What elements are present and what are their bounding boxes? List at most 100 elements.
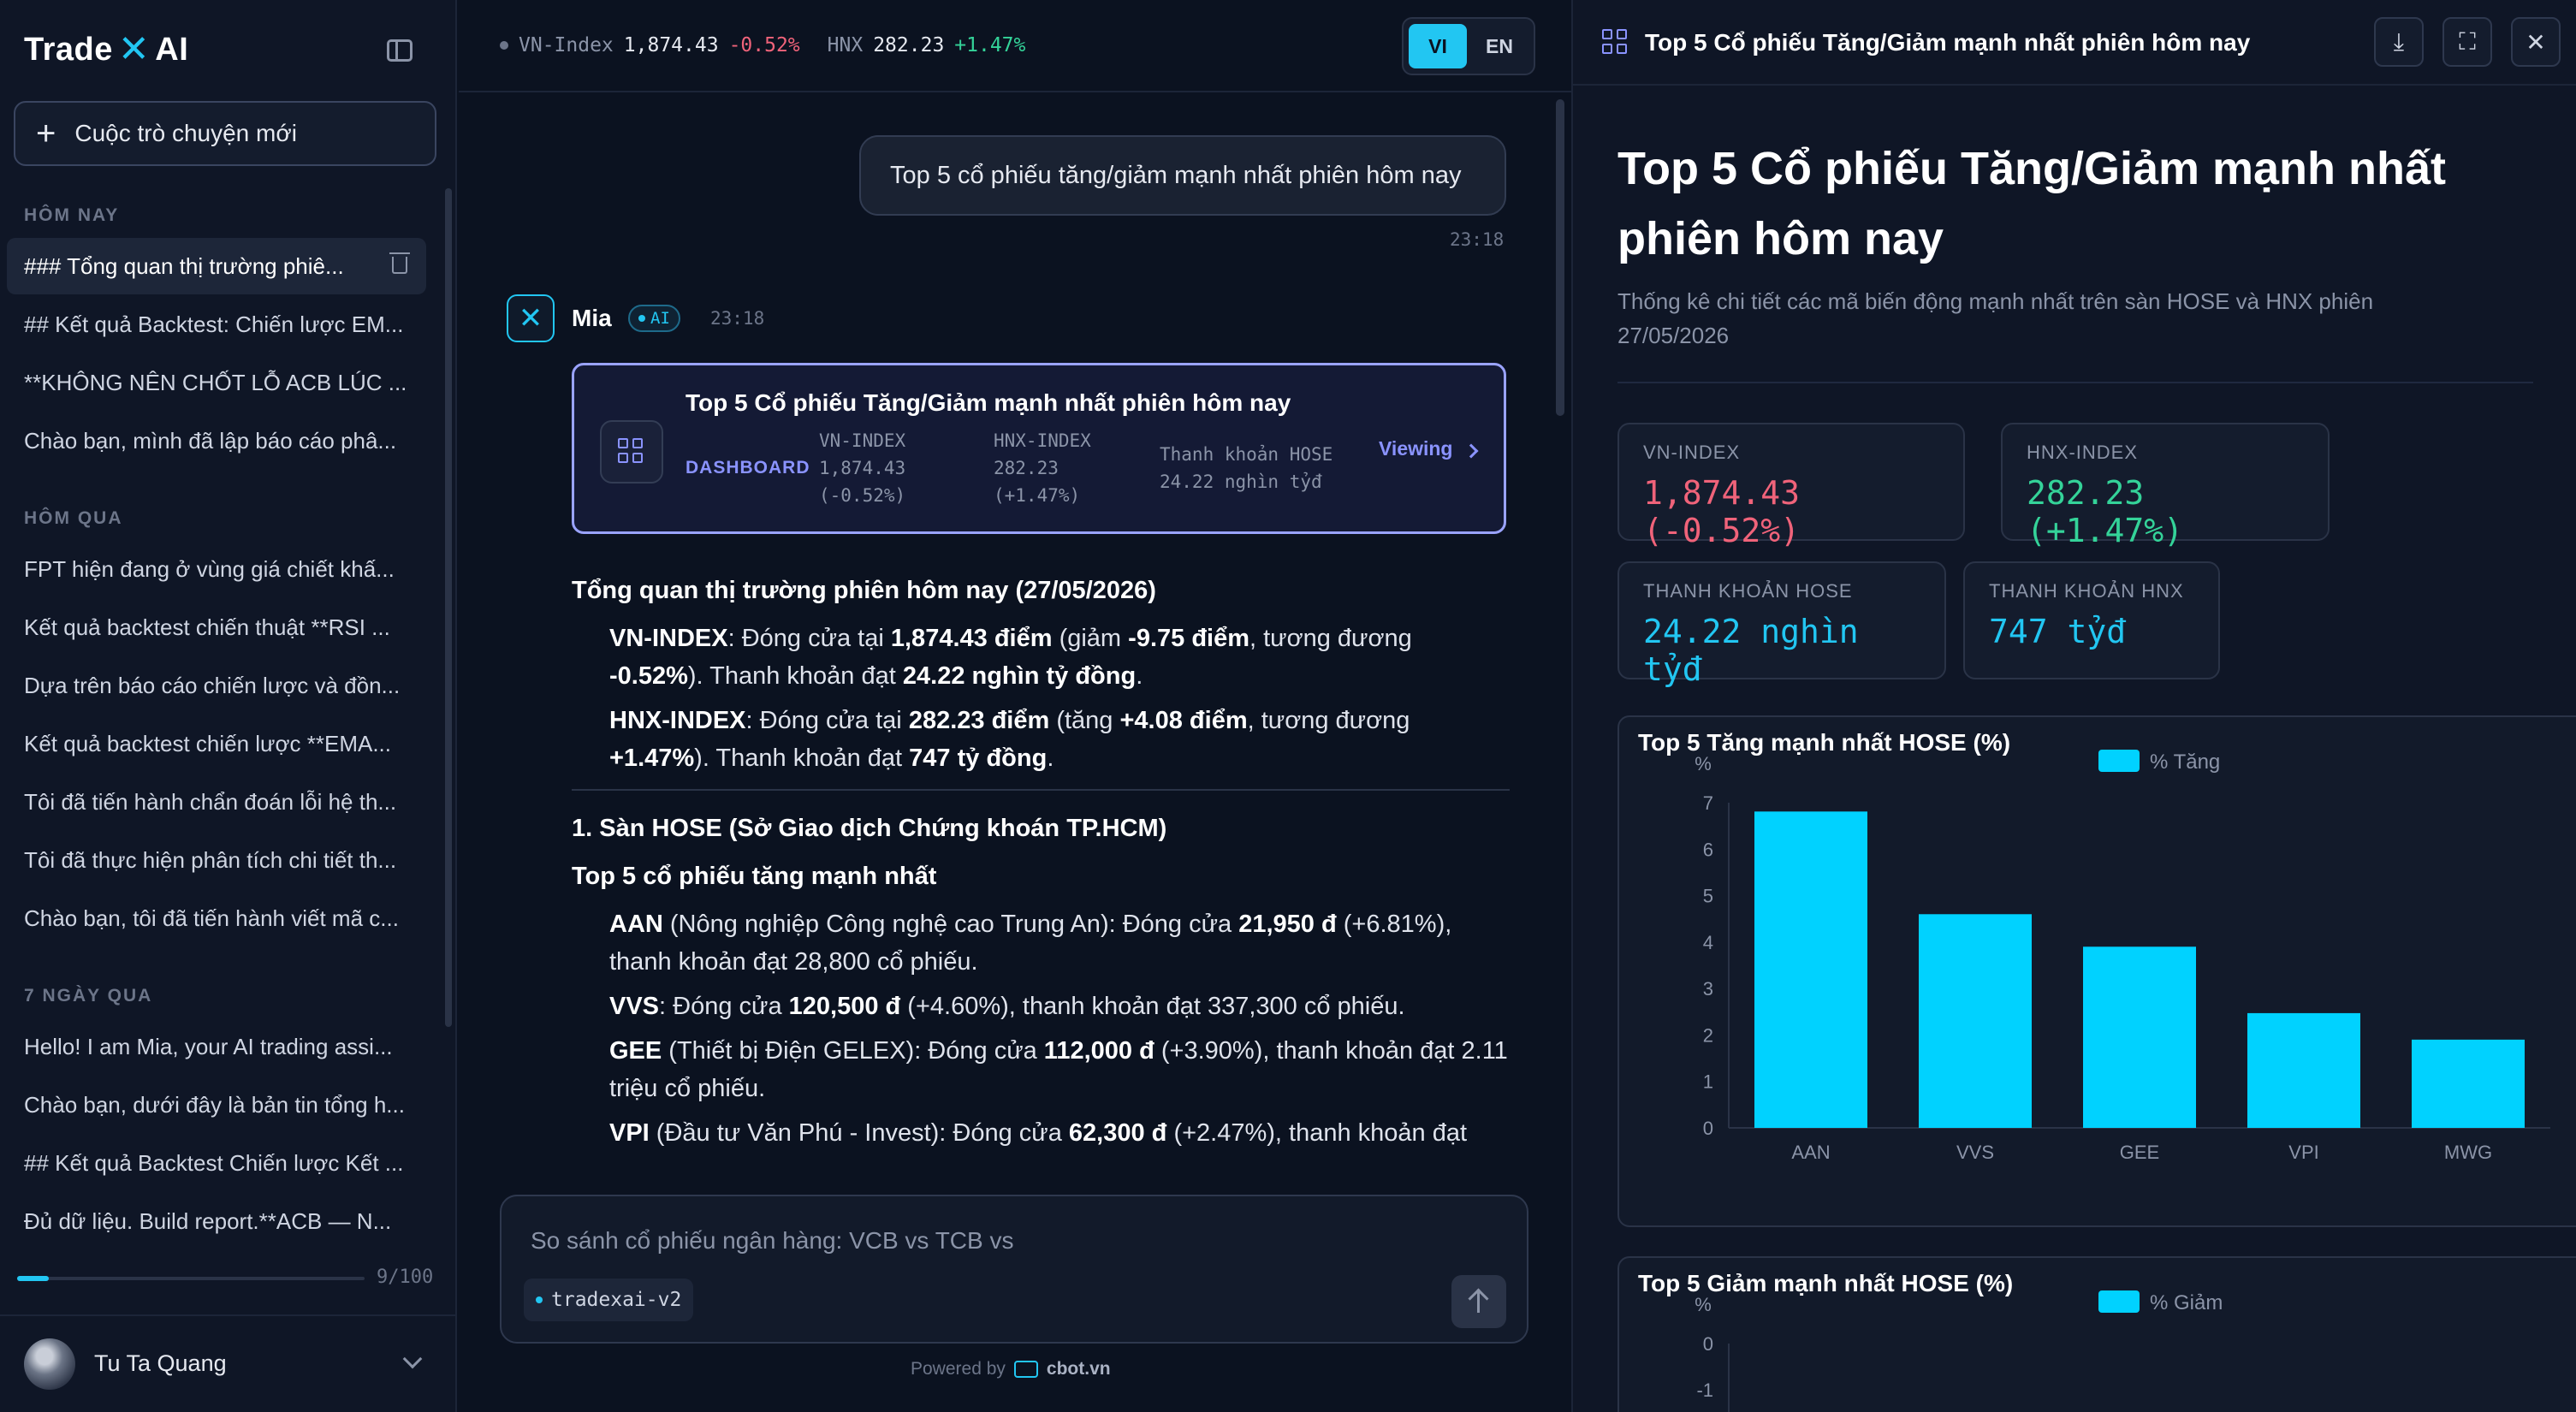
history-item[interactable]: Hello! I am Mia, your AI trading assi... [7,1018,426,1075]
powered-by-brand[interactable]: cbot.vn [1046,1359,1111,1379]
md-paragraph-hnxindex: HNX-INDEX: Đóng cửa tại 282.23 điểm (tăn… [609,707,1410,772]
report-subtitle: Thống kê chi tiết các mã biến động mạnh … [1617,288,2374,348]
history-item[interactable]: Kết quả backtest chiến lược **EMA... [7,715,426,772]
history-item[interactable]: Chào bạn, mình đã lập báo cáo phâ... [7,412,426,469]
md-list-item: VPI (Đầu tư Văn Phú - Invest): Đóng cửa … [609,1119,1468,1147]
dashboard-card[interactable]: Top 5 Cổ phiếu Tăng/Giảm mạnh nhất phiên… [572,363,1506,534]
bot-message-time: 23:18 [710,308,765,329]
card-metric-change: (-0.52%) [819,485,906,506]
md-list-item: VVS: Đóng cửa 120,500 đ (+4.60%), thanh … [609,993,1405,1020]
history-item[interactable]: Kết quả backtest chiến thuật **RSI ... [7,599,426,656]
ticker-hnx-label: HNX [827,34,864,56]
stat-card-liquidity-hnx: THANH KHOẢN HNX 747 tỷđ [1963,561,2220,679]
legend-label: % Tăng [2150,750,2220,774]
y-tick-label: 3 [1703,978,1713,1000]
y-tick-label: 0 [1703,1333,1713,1355]
stat-value: 747 tỷđ [1989,613,2127,650]
user-menu[interactable]: Tu Ta Quang [0,1314,457,1412]
history-item[interactable]: Tôi đã tiến hành chẩn đoán lỗi hệ th... [7,774,426,830]
stat-label: HNX-INDEX [2027,442,2139,463]
chat-scrollbar[interactable] [1556,99,1564,416]
bot-name: Mia [572,305,612,331]
app-logo[interactable]: Trade ✕ AI [24,31,188,68]
card-metric-hnx: HNX-INDEX 282.23 (+1.47%) [994,427,1091,509]
y-tick-label: 4 [1703,932,1713,953]
dashboard-card-title: Top 5 Cổ phiếu Tăng/Giảm mạnh nhất phiên… [686,389,1291,416]
download-icon: ⤓ [2393,27,2405,55]
logo-text-right: AI [155,31,189,68]
stat-label: VN-INDEX [1643,442,1741,463]
trash-icon[interactable] [389,252,410,274]
x-tick-label: VVS [1956,1142,1994,1163]
history-item-label: Tôi đã tiến hành chẩn đoán lỗi hệ th... [24,788,397,815]
history-item[interactable]: Tôi đã thực hiện phân tích chi tiết th..… [7,832,426,888]
send-button[interactable] [1451,1275,1506,1328]
stat-label: THANH KHOẢN HNX [1989,580,2184,602]
logo-x-icon: ✕ [117,28,151,70]
card-metric-liquidity: Thanh khoản HOSE 24.22 nghìn tỷđ [1160,441,1333,495]
model-dot-icon [536,1296,543,1303]
fullscreen-button[interactable]: ⛶ [2442,17,2492,67]
bar-vpi [2247,1012,2360,1128]
md-list-item: GEE (Thiết bị Điện GELEX): Đóng cửa 112,… [609,1037,1508,1102]
lang-vi-button[interactable]: VI [1409,24,1467,68]
history-item[interactable]: Dựa trên báo cáo chiến lược và đồn... [7,657,426,714]
chevron-right-icon [1463,443,1479,459]
section-title-yesterday: HÔM QUA [24,508,123,528]
card-metric-label: VN-INDEX [819,430,906,451]
viewing-link[interactable]: Viewing [1379,437,1453,460]
x-tick-label: MWG [2444,1142,2492,1163]
download-button[interactable]: ⤓ [2374,17,2424,67]
y-axis-label: % [1695,753,1712,774]
section-title-today: HÔM NAY [24,205,120,225]
history-item-label: ## Kết quả Backtest: Chiến lược EM... [24,311,404,337]
expand-icon: ⛶ [2459,27,2476,55]
new-chat-label: Cuộc trò chuyện mới [74,120,297,146]
badge-dot-icon [638,315,645,322]
chart-title: Top 5 Tăng mạnh nhất HOSE (%) [1638,729,2011,756]
ticker-vn-value: 1,874.43 [623,34,719,56]
section-title-7days: 7 NGÀY QUA [24,986,153,1006]
panel-header-title: Top 5 Cổ phiếu Tăng/Giảm mạnh nhất phiên… [1645,29,2251,56]
card-metric-vn: VN-INDEX 1,874.43 (-0.52%) [819,427,905,509]
history-item-label: Đủ dữ liệu. Build report.**ACB — N... [24,1207,392,1234]
dashboard-grid-icon [600,420,663,484]
history-item[interactable]: Đủ dữ liệu. Build report.**ACB — N... [7,1193,426,1249]
chat-input[interactable]: So sánh cổ phiếu ngân hàng: VCB vs TCB v… [531,1227,1014,1254]
history-item-label: Kết quả backtest chiến lược **EMA... [24,730,391,756]
bot-avatar-icon: ✕ [507,294,555,342]
quota-bar [17,1277,365,1280]
panel-header: Top 5 Cổ phiếu Tăng/Giảm mạnh nhất phiên… [1573,0,2576,86]
y-tick-label: 1 [1703,1071,1713,1093]
chevron-down-icon [402,1349,423,1369]
close-icon: ✕ [2526,28,2546,56]
chart-card-losers: Top 5 Giảm mạnh nhất HOSE (%) % Giảm% 0 -1 [1617,1256,2576,1412]
card-metric-value: 24.22 nghìn tỷđ [1160,472,1322,492]
history-item[interactable]: FPT hiện đang ở vùng giá chiết khấ... [7,541,426,597]
gainers-bar-chart: % Tăng% 0 1 2 3 4 5 6 7 AAN VVS GEE VPI MWG [1695,750,2550,1163]
sidebar: Trade ✕ AI + Cuộc trò chuyện mới HÔM NAY… [0,0,457,1412]
history-item[interactable]: Chào bạn, dưới đây là bản tin tổng h... [7,1077,426,1133]
history-item[interactable]: ### Tổng quan thị trường phiê... [7,238,426,294]
history-item[interactable]: ## Kết quả Backtest Chiến lược Kết ... [7,1135,426,1191]
new-chat-button[interactable]: + Cuộc trò chuyện mới [14,101,436,166]
dashboard-grid-icon [1602,29,1627,54]
md-paragraph-vnindex: VN-INDEX: Đóng cửa tại 1,874.43 điểm (gi… [609,625,1412,690]
sidebar-scrollbar[interactable] [445,188,452,1027]
close-panel-button[interactable]: ✕ [2511,17,2561,67]
history-item[interactable]: Chào bạn, tôi đã tiến hành viết mã c... [7,890,426,946]
ai-badge-label: AI [650,309,670,328]
card-metric-value: 1,874.43 [819,458,906,478]
history-item[interactable]: ## Kết quả Backtest: Chiến lược EM... [7,296,426,353]
history-item-label: **KHÔNG NÊN CHỐT LỖ ACB LÚC ... [24,369,407,395]
user-name: Tu Ta Quang [94,1350,227,1376]
artifact-panel: Top 5 Cổ phiếu Tăng/Giảm mạnh nhất phiên… [1571,0,2576,1412]
history-item-label: Hello! I am Mia, your AI trading assi... [24,1033,393,1059]
sidebar-toggle-icon[interactable] [387,39,413,62]
stat-label: THANH KHOẢN HOSE [1643,580,1853,602]
history-item[interactable]: **KHÔNG NÊN CHỐT LỖ ACB LÚC ... [7,354,426,411]
md-list-item: AAN (Nông nghiệp Công nghệ cao Trung An)… [609,911,1452,976]
lang-en-button[interactable]: EN [1486,34,1513,57]
model-selector[interactable]: tradexai-v2 [524,1279,694,1321]
user-message-time: 23:18 [1450,229,1505,250]
